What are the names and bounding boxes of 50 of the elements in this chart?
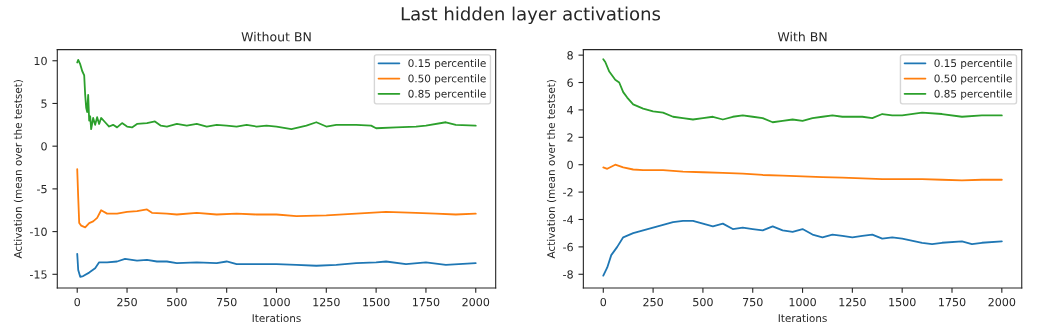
x-tick-label: 1000 — [789, 297, 816, 307]
x-tick-label: 500 — [167, 297, 187, 307]
x-tick-label: 0 — [600, 297, 607, 307]
x-tick-label: 1250 — [839, 297, 866, 307]
x-tick-label: 1750 — [939, 297, 966, 307]
y-tick-label: 5 — [41, 99, 47, 108]
y-tick-label: -4 — [563, 215, 574, 224]
y-tick-label: -15 — [29, 270, 47, 279]
x-tick-label: 250 — [643, 297, 663, 307]
legend-label: 0.50 percentile — [934, 74, 1012, 85]
x-tick-label: 1500 — [889, 297, 916, 307]
y-axis-title: Activation (mean over the testset) — [546, 80, 557, 259]
x-axis-title: Iterations — [778, 314, 827, 323]
legend-label: 0.85 percentile — [408, 89, 486, 100]
x-tick-label: 1000 — [263, 297, 290, 307]
y-tick-label: -8 — [563, 270, 573, 279]
y-tick-label: 4 — [567, 106, 574, 115]
chart-title: Without BN — [241, 31, 311, 42]
line-series — [76, 168, 477, 229]
chart-title: With BN — [777, 31, 827, 42]
x-tick-label: 0 — [74, 297, 81, 307]
x-tick-label: 2000 — [462, 297, 490, 307]
x-tick-label: 750 — [216, 297, 237, 307]
x-tick-label: 1750 — [413, 297, 440, 307]
y-tick-label: -5 — [37, 185, 47, 194]
line-series — [602, 219, 1003, 277]
y-tick-label: 0 — [567, 160, 573, 170]
text: Last hidden layer activations — [401, 6, 661, 25]
y-tick-label: 6 — [567, 78, 573, 87]
x-tick-label: 500 — [693, 297, 713, 307]
y-tick-label: -6 — [563, 242, 573, 252]
y-tick-label: 0 — [41, 142, 47, 151]
line-series — [602, 163, 1003, 182]
x-tick-label: 1250 — [313, 297, 340, 307]
legend-label: 0.15 percentile — [408, 59, 486, 70]
x-tick-label: 1500 — [363, 297, 390, 307]
y-tick-label: 10 — [34, 56, 47, 66]
y-tick-label: -2 — [563, 188, 573, 197]
y-axis-title: Activation (mean over the testset) — [13, 80, 24, 259]
x-tick-label: 2000 — [988, 297, 1016, 307]
y-tick-label: -10 — [29, 227, 47, 236]
legend-label: 0.85 percentile — [934, 89, 1012, 100]
y-tick-label: 8 — [567, 51, 573, 60]
y-tick-label: 2 — [567, 133, 573, 142]
x-tick-label: 250 — [117, 297, 137, 307]
x-axis-title: Iterations — [252, 314, 301, 323]
legend-label: 0.50 percentile — [408, 74, 486, 85]
line-series — [76, 252, 477, 278]
legend-label: 0.15 percentile — [934, 59, 1012, 70]
x-tick-label: 750 — [743, 297, 763, 307]
